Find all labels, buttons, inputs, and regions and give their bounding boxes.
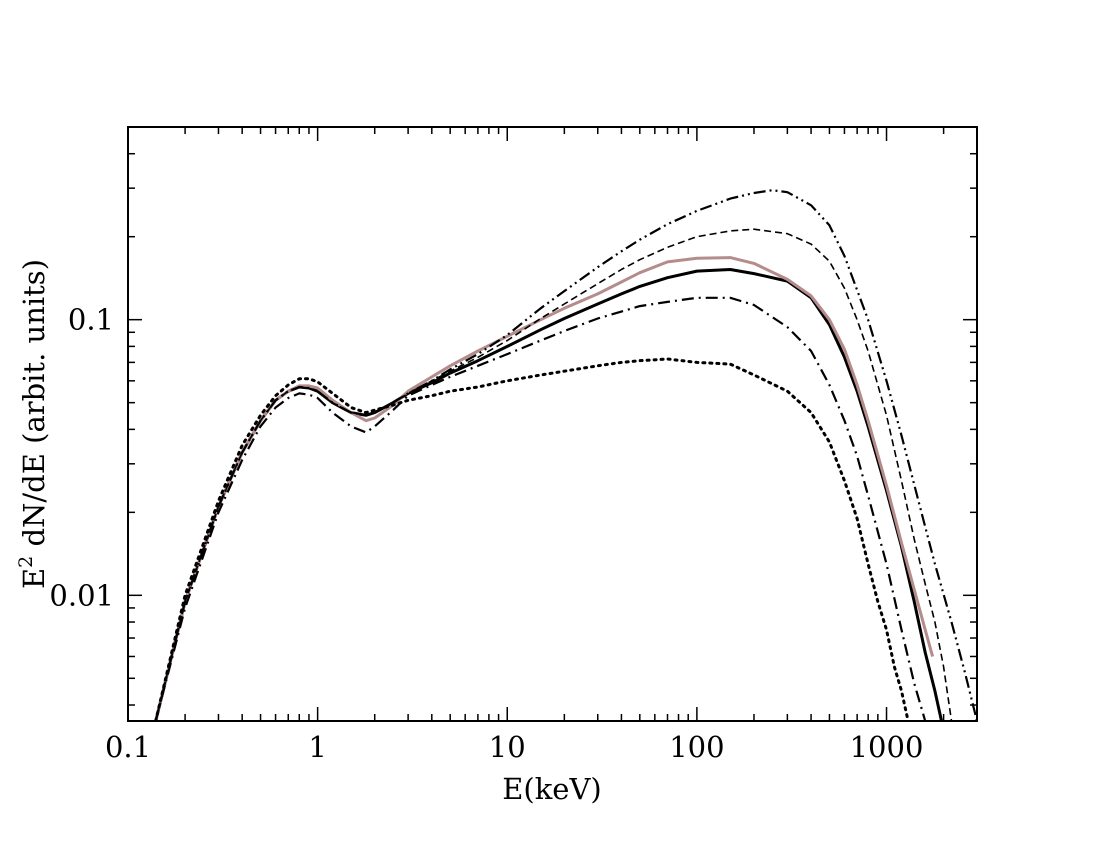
x-tick-label: 100 xyxy=(669,730,724,764)
x-axis-ticks xyxy=(127,127,978,721)
x-axis-title: E(keV) xyxy=(502,772,601,806)
y-tick-label: 0.01 xyxy=(49,578,114,612)
y-axis-title-superscript: 2 xyxy=(15,556,37,568)
series-layer xyxy=(154,189,977,721)
x-tick-label: 1 xyxy=(308,730,326,764)
series-line-dotted xyxy=(154,357,910,721)
x-tick-label: 10 xyxy=(489,730,526,764)
y-axis-title-base: E xyxy=(17,568,51,589)
y-axis-ticks xyxy=(128,126,977,706)
x-tick-label: 0.1 xyxy=(105,730,151,764)
series-line-dash-dot xyxy=(154,296,927,721)
x-tick-label: 1000 xyxy=(850,730,924,764)
y-tick-label: 0.1 xyxy=(68,303,114,337)
y-axis-title: E2 dN/dE (arbit. units) xyxy=(15,259,51,589)
y-axis-tick-labels: 0.01 0.1 xyxy=(49,303,114,613)
x-axis-tick-labels: 0.1 1 10 100 1000 xyxy=(105,730,923,764)
y-axis-title-rest: dN/dE (arbit. units) xyxy=(17,259,51,556)
plot-frame xyxy=(127,126,978,722)
series-line-dashed xyxy=(154,228,953,721)
series-line-dash-dot-dot xyxy=(154,189,977,721)
